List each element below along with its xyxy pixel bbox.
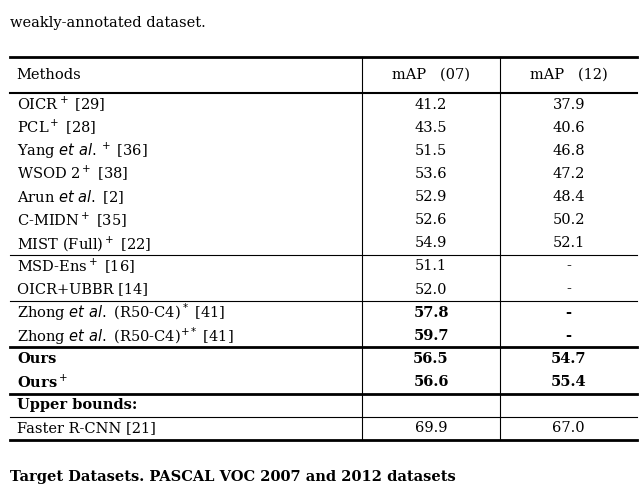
Text: 52.6: 52.6 <box>415 213 447 227</box>
Text: 59.7: 59.7 <box>413 329 449 343</box>
Text: 52.0: 52.0 <box>415 282 447 297</box>
Text: Upper bounds:: Upper bounds: <box>17 398 138 412</box>
Text: -: - <box>566 282 571 297</box>
Text: 43.5: 43.5 <box>415 121 447 135</box>
Text: 67.0: 67.0 <box>552 421 585 435</box>
Text: 52.1: 52.1 <box>552 236 585 250</box>
Text: C-MIDN$^+$ [35]: C-MIDN$^+$ [35] <box>17 211 127 230</box>
Text: 69.9: 69.9 <box>415 421 447 435</box>
Text: -: - <box>566 306 572 320</box>
Text: -: - <box>566 259 571 273</box>
Text: 57.8: 57.8 <box>413 306 449 320</box>
Text: 50.2: 50.2 <box>552 213 585 227</box>
Text: Zhong $et\ al.$ (R50-C4)$^*$ [41]: Zhong $et\ al.$ (R50-C4)$^*$ [41] <box>17 302 225 324</box>
Text: 46.8: 46.8 <box>552 144 585 158</box>
Text: 55.4: 55.4 <box>551 375 586 389</box>
Text: 54.7: 54.7 <box>551 352 586 366</box>
Text: 56.6: 56.6 <box>413 375 449 389</box>
Text: Zhong $et\ al.$ (R50-C4)$^{+*}$ [41]: Zhong $et\ al.$ (R50-C4)$^{+*}$ [41] <box>17 325 234 346</box>
Text: 51.5: 51.5 <box>415 144 447 158</box>
Text: PCL$^+$ [28]: PCL$^+$ [28] <box>17 118 97 137</box>
Text: MSD-Ens$^+$ [16]: MSD-Ens$^+$ [16] <box>17 257 135 276</box>
Text: MIST (Full)$^+$ [22]: MIST (Full)$^+$ [22] <box>17 234 152 253</box>
Text: 53.6: 53.6 <box>415 167 447 181</box>
Text: Arun $et\ al.$ [2]: Arun $et\ al.$ [2] <box>17 188 125 206</box>
Text: Yang $et\ al.$$^+$ [36]: Yang $et\ al.$$^+$ [36] <box>17 141 148 161</box>
Text: 56.5: 56.5 <box>413 352 449 366</box>
Text: OICR$^+$ [29]: OICR$^+$ [29] <box>17 95 106 114</box>
Text: 37.9: 37.9 <box>552 97 585 111</box>
Text: mAP   (07): mAP (07) <box>392 68 470 82</box>
Text: 40.6: 40.6 <box>552 121 585 135</box>
Text: Methods: Methods <box>16 68 81 82</box>
Text: weakly-annotated dataset.: weakly-annotated dataset. <box>10 16 205 30</box>
Text: Target Datasets. PASCAL VOC 2007 and 2012 datasets: Target Datasets. PASCAL VOC 2007 and 201… <box>10 470 455 484</box>
Text: 48.4: 48.4 <box>552 190 585 204</box>
Text: 54.9: 54.9 <box>415 236 447 250</box>
Text: Ours$^+$: Ours$^+$ <box>17 373 68 391</box>
Text: 51.1: 51.1 <box>415 259 447 273</box>
Text: 41.2: 41.2 <box>415 97 447 111</box>
Text: -: - <box>566 329 572 343</box>
Text: 52.9: 52.9 <box>415 190 447 204</box>
Text: 47.2: 47.2 <box>552 167 585 181</box>
Text: Ours: Ours <box>17 352 57 366</box>
Text: Faster R-CNN [21]: Faster R-CNN [21] <box>17 421 156 435</box>
Text: OICR+UBBR [14]: OICR+UBBR [14] <box>17 282 148 297</box>
Text: mAP   (12): mAP (12) <box>530 68 607 82</box>
Text: WSOD 2$^+$ [38]: WSOD 2$^+$ [38] <box>17 165 129 183</box>
